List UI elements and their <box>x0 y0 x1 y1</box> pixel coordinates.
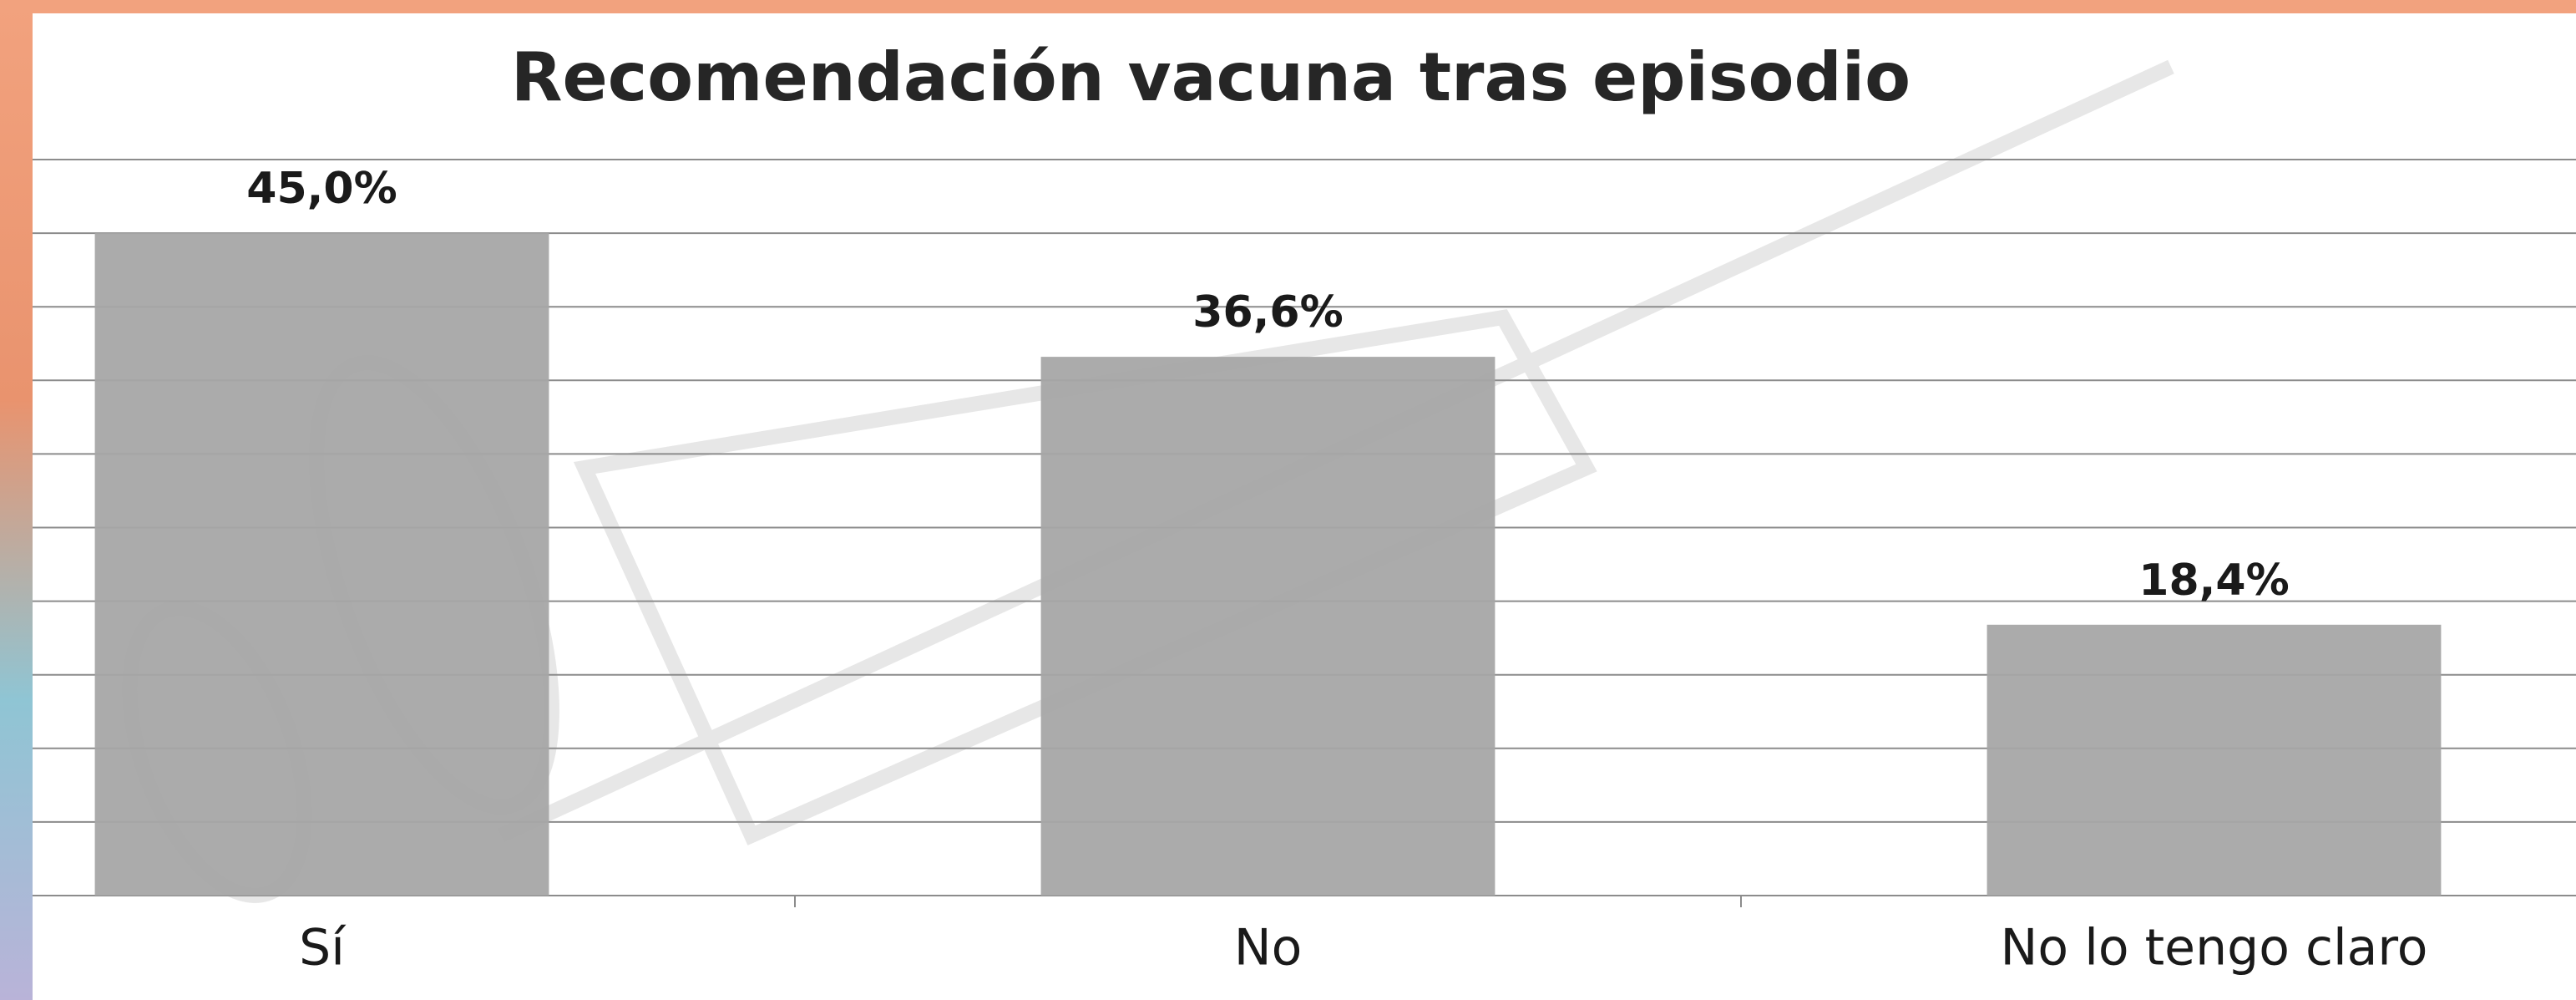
value-label: 18,4% <box>2138 556 2289 606</box>
bar <box>1986 624 2442 896</box>
value-label: 45,0% <box>246 164 397 214</box>
bar <box>1040 357 1495 896</box>
x-tick-label: No <box>1234 919 1303 977</box>
chart-title: Recomendación vacuna tras episodio <box>511 38 1910 116</box>
value-label: 36,6% <box>1192 287 1343 338</box>
x-tick-label: No lo tengo claro <box>2001 919 2428 977</box>
bar <box>94 233 549 896</box>
x-tick-label: Sí <box>299 919 347 977</box>
